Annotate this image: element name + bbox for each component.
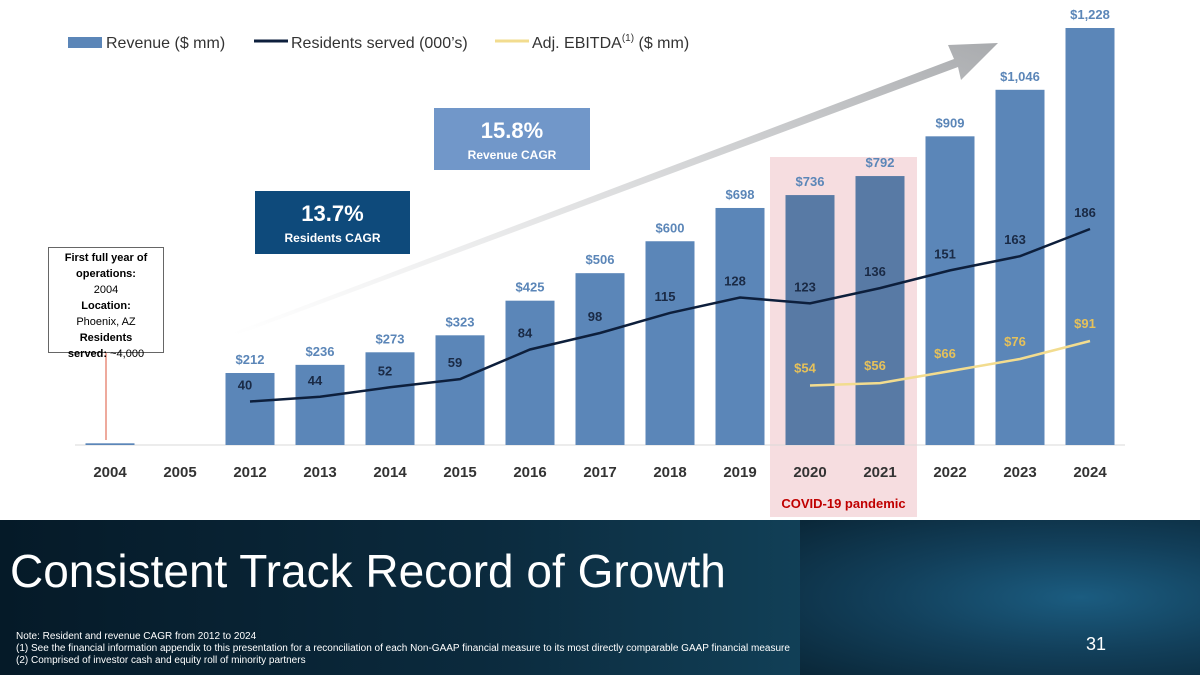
ebitda-label-2020: $54 — [794, 361, 816, 376]
revenue-label-2020: $736 — [796, 174, 825, 189]
callout-line-7b: ~4,000 — [107, 348, 145, 360]
residents-label-2024: 186 — [1074, 205, 1096, 220]
revenue-bar-2015 — [435, 335, 485, 445]
residents-label-2015: 59 — [448, 355, 462, 370]
revenue-bar-2018 — [645, 241, 695, 445]
revenue-label-2013: $236 — [306, 344, 335, 359]
residents-label-2018: 115 — [655, 289, 676, 304]
revenue-bar-2023 — [995, 89, 1045, 446]
revenue-bar-2022 — [925, 136, 975, 445]
residents-label-2012: 40 — [238, 378, 252, 393]
revenue-bar-2021 — [855, 176, 905, 446]
revenue-label-2023: $1,046 — [1000, 69, 1040, 84]
year-label-2014: 2014 — [373, 464, 407, 481]
ebitda-label-2023: $76 — [1004, 334, 1026, 349]
revenue-label-2015: $323 — [446, 314, 475, 329]
revenue-bar-2014 — [365, 352, 415, 445]
revenue-label-2021: $792 — [866, 155, 895, 170]
callout-line-5: Phoenix, AZ — [76, 316, 136, 328]
revenue-bar-2013 — [295, 364, 345, 445]
revenue-bar-2020 — [785, 195, 835, 445]
ebitda-line — [809, 339, 1091, 387]
year-label-2022: 2022 — [933, 464, 966, 481]
residents-label-2020: 123 — [794, 279, 816, 294]
footer-banner: Consistent Track Record of Growth Note: … — [0, 520, 1200, 675]
revenue-bar-2004 — [85, 443, 135, 445]
revenue-bar-2017 — [575, 273, 625, 445]
year-label-2016: 2016 — [513, 464, 546, 481]
revenue-label-2022: $909 — [936, 115, 965, 130]
legend-ebitda-label: Adj. EBITDA(1) ($ mm) — [532, 33, 689, 52]
residents-label-2014: 52 — [378, 363, 392, 378]
revenue-bar-2019 — [715, 207, 765, 445]
year-label-2005: 2005 — [163, 464, 196, 481]
residents-label-2016: 84 — [518, 326, 533, 341]
footnote-3: (2) Comprised of investor cash and equit… — [16, 655, 306, 666]
footnote-1: Note: Resident and revenue CAGR from 201… — [16, 631, 257, 642]
legend-revenue-swatch — [68, 37, 102, 48]
year-label-2004: 2004 — [93, 464, 127, 481]
year-label-2024: 2024 — [1073, 464, 1107, 481]
callout-line-1: First full year of — [64, 252, 148, 264]
year-label-2019: 2019 — [723, 464, 756, 481]
residents-cagr-value: 13.7% — [301, 201, 364, 226]
growth-chart: $212 $236 $273 $323 $425 $506 $600 $698 $736 $792… — [68, 7, 1125, 517]
revenue-label-2017: $506 — [586, 252, 615, 267]
legend-ebitda-unit: ($ mm) — [634, 35, 689, 52]
covid-pandemic-label: COVID-19 pandemic — [781, 496, 906, 511]
revenue-cagr-box: 15.8% Revenue CAGR — [434, 108, 590, 170]
year-label-2013: 2013 — [303, 464, 336, 481]
revenue-label-2016: $425 — [516, 280, 545, 295]
legend-revenue-label: Revenue ($ mm) — [106, 35, 225, 52]
callout-line-6: Residents — [79, 332, 133, 344]
slide-title: Consistent Track Record of Growth — [10, 545, 726, 597]
revenue-cagr-value: 15.8% — [480, 118, 544, 143]
year-label-2017: 2017 — [583, 464, 616, 481]
growth-arrow-icon — [232, 43, 998, 336]
revenue-bar-2012 — [225, 373, 275, 445]
residents-line — [249, 227, 1091, 403]
residents-label-2019: 128 — [724, 274, 746, 289]
year-label-2023: 2023 — [1003, 464, 1036, 481]
page-number: 31 — [1086, 634, 1107, 654]
residents-label-2021: 136 — [864, 264, 886, 279]
first-year-callout: First full year of operations: 2004 Loca… — [48, 247, 164, 360]
revenue-label-2012: $212 — [236, 352, 265, 367]
callout-line-2: operations: — [76, 268, 136, 280]
residents-cagr-label: Residents CAGR — [284, 231, 381, 245]
residents-label-2022: 151 — [934, 246, 956, 261]
legend: Revenue ($ mm) Residents served (000’s) … — [68, 33, 689, 52]
year-label-2012: 2012 — [233, 464, 266, 481]
year-label-2020: 2020 — [793, 464, 826, 481]
revenue-label-2019: $698 — [726, 187, 755, 202]
residents-label-2017: 98 — [588, 309, 602, 324]
year-label-2015: 2015 — [443, 464, 476, 481]
callout-line-3: 2004 — [93, 284, 119, 296]
revenue-label-2018: $600 — [656, 220, 685, 235]
callout-line-7a: served: — [67, 348, 108, 360]
callout-line-4: Location: — [81, 300, 131, 312]
revenue-label-2014: $273 — [376, 331, 405, 346]
year-label-2018: 2018 — [653, 464, 686, 481]
revenue-bar-2016 — [505, 300, 555, 445]
ebitda-label-2024: $91 — [1074, 316, 1096, 331]
residents-label-2013: 44 — [308, 373, 323, 388]
footnotes: Note: Resident and revenue CAGR from 201… — [16, 631, 790, 667]
legend-residents-label: Residents served (000’s) — [291, 35, 468, 52]
ebitda-label-2022: $66 — [934, 346, 956, 361]
ebitda-label-2021: $56 — [864, 358, 886, 373]
year-label-2021: 2021 — [863, 464, 896, 481]
legend-ebitda-sup: (1) — [622, 33, 634, 44]
residents-cagr-box: 13.7% Residents CAGR — [255, 191, 410, 254]
footer-decoration — [800, 520, 1200, 675]
revenue-label-2024: $1,228 — [1070, 7, 1110, 22]
revenue-cagr-label: Revenue CAGR — [467, 148, 557, 162]
residents-label-2023: 163 — [1004, 232, 1026, 247]
legend-ebitda-main: Adj. EBITDA — [532, 35, 622, 52]
footnote-2: (1) See the financial information append… — [16, 643, 790, 654]
